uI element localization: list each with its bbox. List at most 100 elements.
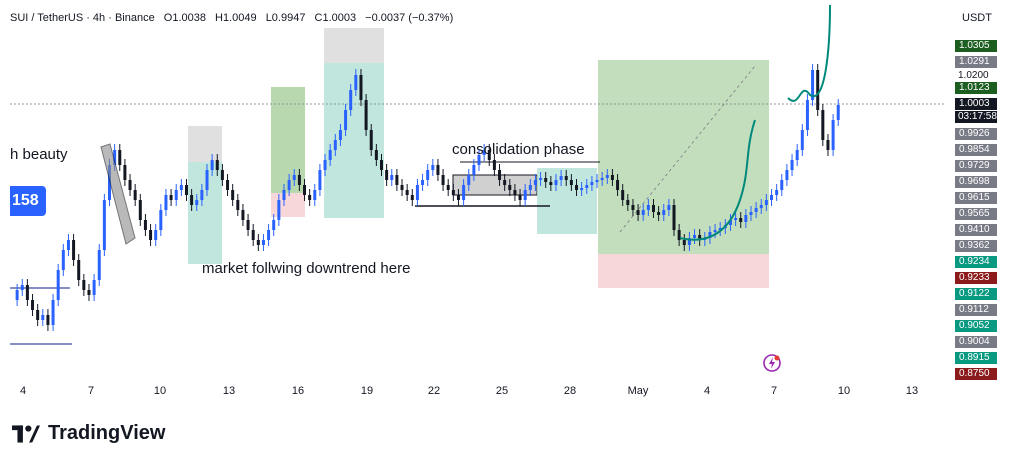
candle-body [102, 200, 106, 250]
time-label: 13 [222, 385, 236, 397]
candle-body [693, 235, 697, 238]
time-label: 28 [563, 385, 577, 397]
drawing-lines [10, 65, 944, 345]
candle-body [790, 160, 794, 170]
candle-body [595, 180, 599, 182]
candle-body [154, 230, 158, 240]
candle-body [734, 218, 738, 220]
candle-body [698, 235, 702, 240]
candle-body [805, 100, 809, 130]
candle-body [503, 180, 507, 185]
candle-body [487, 150, 491, 160]
candle-body [533, 180, 537, 185]
candle-body [364, 100, 368, 130]
price-tag: 0.9234 [955, 256, 997, 268]
candle-body [513, 190, 517, 195]
candle-body [431, 165, 435, 170]
candle-body [646, 205, 650, 210]
position-zones [188, 28, 769, 288]
candle-body [92, 280, 96, 295]
candle-body [728, 220, 732, 225]
annotation-beauty: h beauty [10, 146, 68, 163]
candle-body [15, 290, 19, 300]
price-chart[interactable] [10, 0, 944, 378]
candle-body [359, 75, 363, 100]
candle-body [246, 220, 250, 230]
downtrend-channel [100, 143, 136, 245]
candle-body [87, 290, 91, 295]
time-label: 7 [770, 385, 778, 397]
price-tag: 0.9854 [955, 144, 997, 156]
candles [15, 64, 840, 331]
candle-body [261, 240, 265, 245]
price-tag: 1.0305 [955, 40, 997, 52]
candle-body [492, 160, 496, 170]
chart-area[interactable] [10, 0, 944, 378]
price-badge[interactable]: 158 [10, 186, 46, 216]
candle-body [764, 200, 768, 205]
candle-body [354, 75, 358, 90]
candle-body [472, 165, 476, 175]
candle-body [523, 190, 527, 200]
candle-body [575, 185, 579, 190]
annotation-downtrend: market follwing downtrend here [202, 260, 411, 277]
candle-body [379, 160, 383, 170]
candle-body [549, 182, 553, 185]
time-label: 4 [19, 385, 27, 397]
short-zone-teal-1 [324, 63, 384, 218]
candle-body [308, 195, 312, 200]
candle-body [554, 180, 558, 185]
candle-body [287, 180, 291, 190]
currency-label[interactable]: USDT [962, 12, 992, 24]
symbol-header: SUI / TetherUS · 4h · Binance O1.0038 H1… [10, 12, 459, 24]
price-tag: 1.0123 [955, 82, 997, 94]
alert-icon[interactable] [762, 353, 782, 373]
candle-body [66, 240, 70, 250]
time-label: 16 [291, 385, 305, 397]
candle-body [82, 280, 86, 290]
candle-body [436, 165, 440, 175]
candle-body [226, 180, 230, 190]
ohlc-close: C1.0003 [314, 12, 357, 24]
ohlc-high: H1.0049 [215, 12, 257, 24]
time-label: 10 [153, 385, 167, 397]
candle-body [682, 240, 686, 245]
tradingview-logo-text: TradingView [48, 422, 166, 444]
price-tag: 0.9112 [955, 304, 997, 316]
time-axis[interactable]: 4 7 10 13 16 19 22 25 28 May 4 7 10 13 [10, 378, 944, 402]
candle-body [97, 250, 101, 280]
time-label: 4 [703, 385, 711, 397]
candle-body [297, 175, 301, 185]
candle-body [641, 210, 645, 215]
candle-body [236, 200, 240, 210]
candle-body [36, 310, 40, 320]
candle-body [421, 180, 425, 185]
candle-body [318, 170, 322, 190]
candle-body [344, 110, 348, 130]
symbol-name[interactable]: SUI / TetherUS · 4h · Binance [10, 12, 155, 24]
candle-body [662, 210, 666, 215]
candle-body [113, 150, 117, 165]
price-tag: 0.9233 [955, 272, 997, 284]
candle-body [205, 170, 209, 190]
candle-body [616, 180, 620, 190]
candle-body [631, 205, 635, 210]
price-tag: 0.8750 [955, 368, 997, 380]
candle-body [149, 230, 153, 240]
candle-body [179, 185, 183, 190]
candle-body [405, 190, 409, 195]
candle-body [569, 180, 573, 185]
short-zone-teal-2 [188, 162, 222, 264]
ohlc-open: O1.0038 [163, 12, 206, 24]
candle-body [754, 208, 758, 212]
tradingview-logo[interactable]: TradingView [12, 422, 165, 445]
candle-body [600, 178, 604, 180]
candle-body [41, 315, 45, 320]
candle-body [539, 178, 543, 180]
candle-body [831, 120, 835, 150]
candle-body [610, 175, 614, 180]
candle-body [267, 230, 271, 240]
candle-body [590, 182, 594, 185]
candle-body [580, 188, 584, 190]
price-tag: 0.9698 [955, 176, 997, 188]
